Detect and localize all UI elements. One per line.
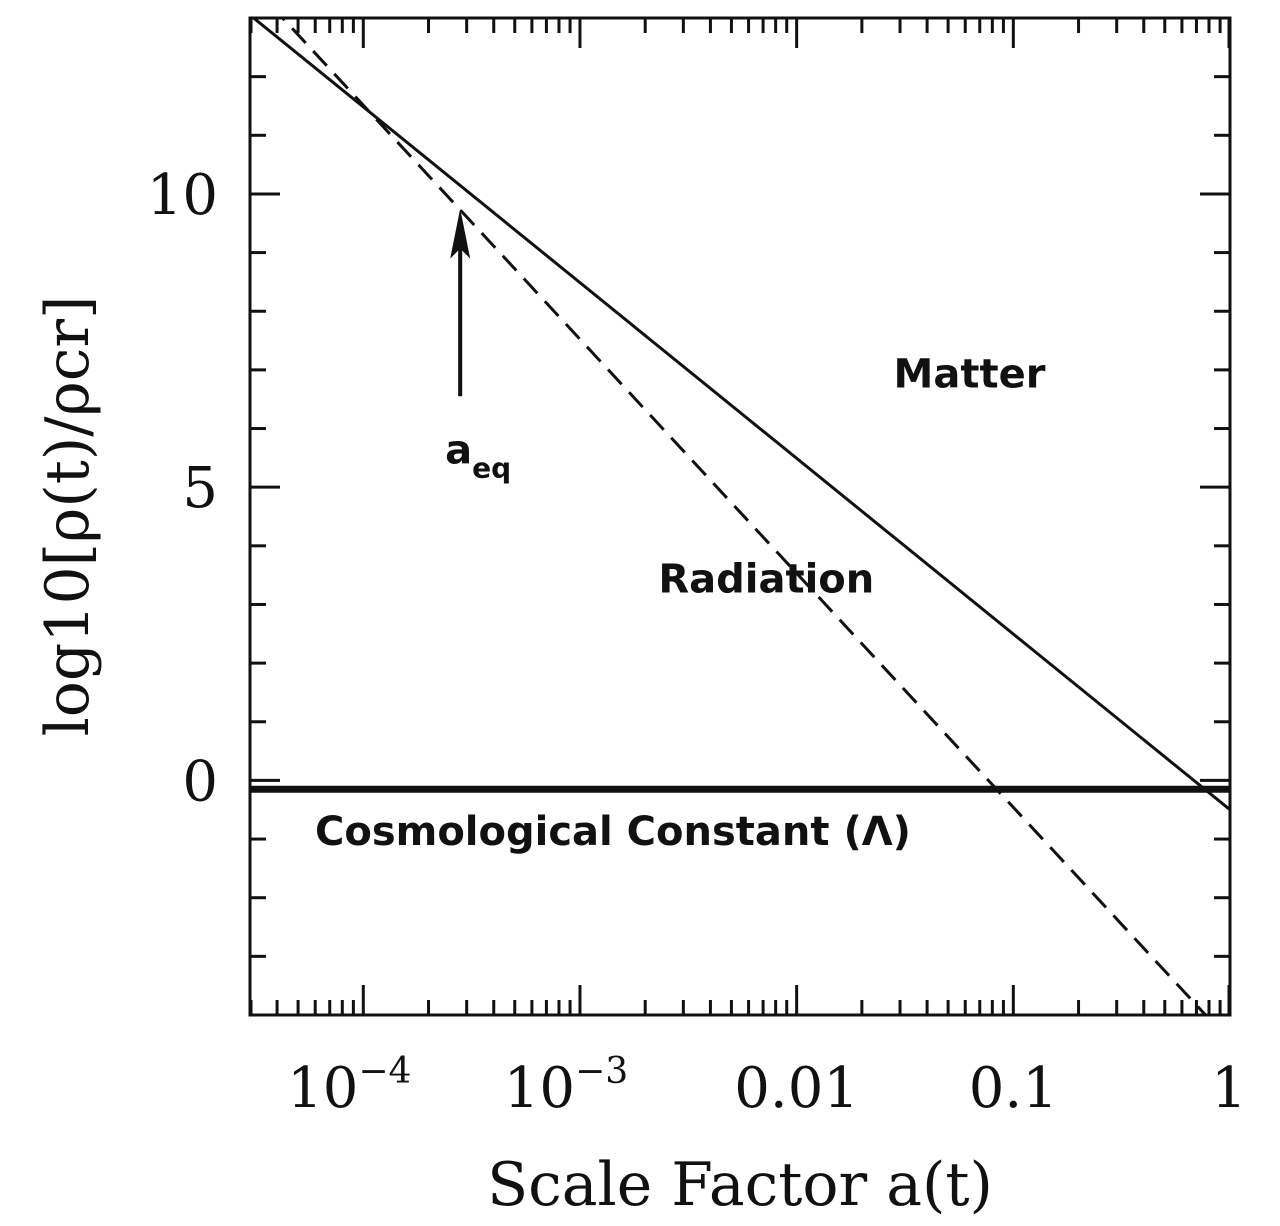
x-tick-label-1: 1: [1211, 1056, 1247, 1121]
x-tick-label-1e-3: 10−3: [504, 1051, 628, 1121]
x-tick-label-1e-4: 10−4: [287, 1051, 411, 1121]
series-matter-line: [251, 18, 1230, 811]
y-tick-label-0: 0: [182, 749, 218, 814]
x-axis-title: Scale Factor a(t): [487, 1150, 993, 1220]
plot-frame: [248, 16, 1232, 1017]
radiation-label: Radiation: [658, 557, 874, 603]
equality-arrow: [450, 208, 471, 397]
y-tick-label-10: 10: [147, 163, 218, 228]
cosmological-constant-label: Cosmological Constant (Λ): [315, 809, 911, 855]
axis-ticks: [249, 16, 1231, 1017]
y-tick-label-5: 5: [182, 456, 218, 521]
matter-label: Matter: [894, 351, 1046, 397]
y-axis-title: log10[ρ(t)/ρcr]: [33, 296, 103, 737]
x-tick-label-0.01: 0.01: [734, 1056, 859, 1121]
x-tick-label-0.1: 0.1: [969, 1056, 1058, 1121]
a-eq-label: aeq: [445, 428, 511, 485]
series-radiation-line: [280, 18, 1208, 1015]
